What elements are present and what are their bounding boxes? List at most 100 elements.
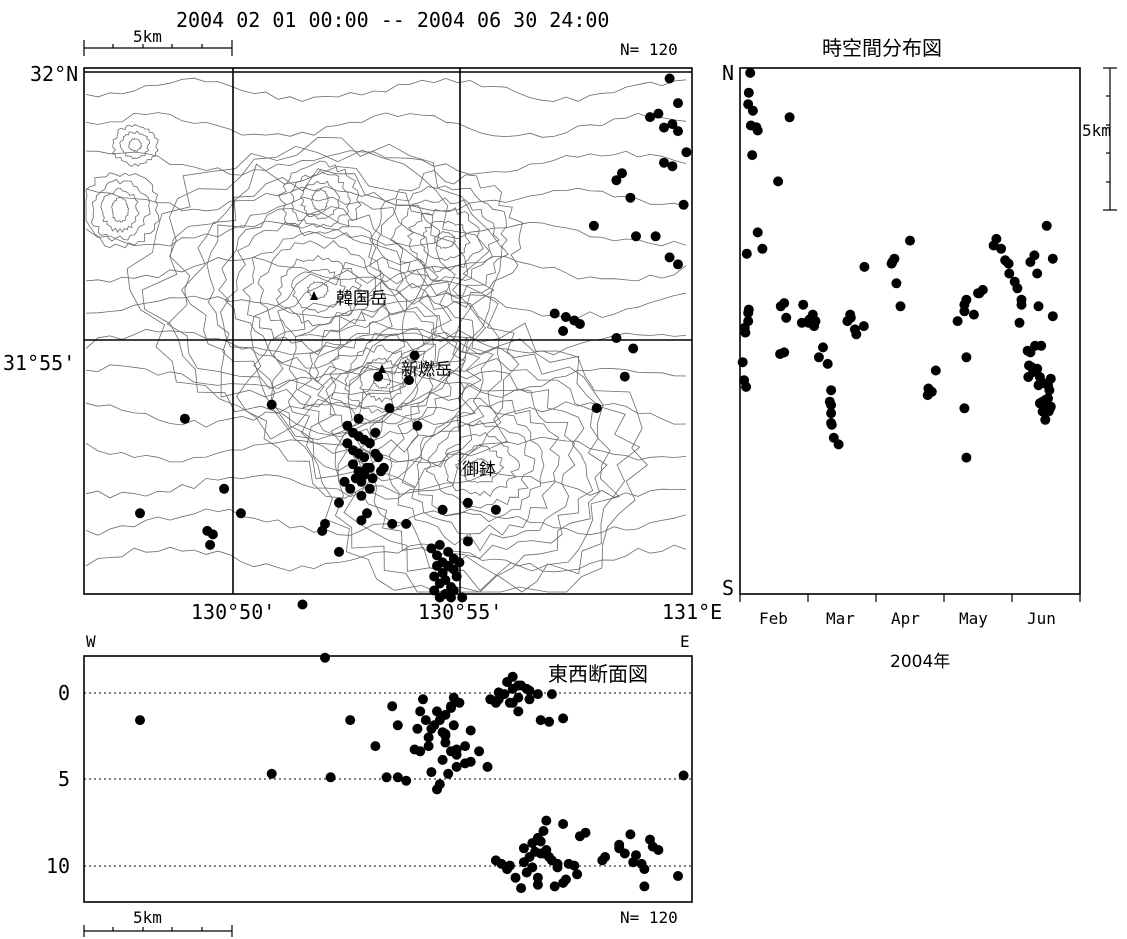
month-label-feb: Feb bbox=[759, 609, 788, 628]
contour-line bbox=[128, 138, 143, 152]
spacetime-point bbox=[1036, 340, 1047, 351]
hypocenter-point bbox=[418, 694, 428, 705]
epicenter-point bbox=[448, 585, 459, 596]
contour-line bbox=[90, 178, 151, 242]
epicenter-point bbox=[266, 399, 277, 410]
hypocenter-point bbox=[474, 746, 485, 757]
epicenter-point bbox=[359, 452, 370, 463]
epicenter-point bbox=[611, 175, 622, 186]
epicenter-point bbox=[356, 515, 367, 526]
spacetime-point bbox=[741, 248, 752, 259]
hypocenter-point bbox=[532, 689, 543, 700]
spacetime-frame bbox=[739, 67, 1081, 595]
contour-line bbox=[85, 186, 687, 212]
spacetime-point bbox=[1043, 393, 1053, 404]
spacetime-point bbox=[1045, 373, 1056, 384]
epicenter-point bbox=[667, 119, 678, 130]
hypocenter-point bbox=[392, 720, 403, 731]
hypocenter-point bbox=[678, 770, 689, 781]
contour-line bbox=[85, 220, 687, 247]
contour-line bbox=[376, 185, 509, 297]
epicenter-point bbox=[673, 259, 683, 270]
hypocenter-point bbox=[673, 871, 683, 881]
contour-line bbox=[166, 163, 472, 426]
spacetime-point bbox=[741, 381, 752, 392]
peak-label-ohachi: 御鉢 bbox=[462, 460, 496, 480]
contour-line bbox=[111, 124, 159, 167]
hypocenter-point bbox=[446, 701, 456, 712]
hypocenter-point bbox=[544, 852, 555, 862]
epicenter-point bbox=[373, 452, 384, 463]
spacetime-point bbox=[1041, 220, 1052, 231]
contour-line bbox=[85, 112, 687, 138]
epicenter-point bbox=[611, 333, 622, 343]
hypocenter-point bbox=[631, 850, 641, 861]
spacetime-point bbox=[747, 150, 758, 161]
spacetime-month-ticks bbox=[739, 594, 1081, 602]
spacetime-point bbox=[826, 400, 837, 410]
spacetime-point bbox=[813, 352, 824, 363]
hypocenter-point bbox=[440, 730, 451, 741]
section-scale-label: 5km bbox=[133, 908, 162, 927]
spacetime-point bbox=[1044, 385, 1055, 396]
epicenter-point bbox=[588, 220, 599, 231]
spacetime-point bbox=[1040, 414, 1051, 425]
map-frame bbox=[83, 67, 693, 595]
contour-line bbox=[296, 304, 466, 454]
month-label-may: May bbox=[959, 609, 988, 628]
spacetime-point bbox=[747, 105, 758, 116]
epicenter-point bbox=[297, 599, 308, 610]
epicenter-point bbox=[219, 483, 230, 494]
hypocenter-point bbox=[504, 697, 515, 708]
spacetime-point bbox=[851, 329, 862, 340]
spacetime-point bbox=[891, 278, 902, 289]
contour-line bbox=[85, 172, 160, 249]
spacetime-title: 時空間分布図 bbox=[822, 36, 942, 60]
epicenter-point bbox=[457, 592, 468, 603]
hypocenter-point bbox=[465, 725, 476, 736]
contour-line bbox=[433, 231, 457, 249]
contour-line bbox=[111, 196, 130, 223]
spacetime-point bbox=[1045, 403, 1056, 414]
hypocenter-point bbox=[485, 694, 496, 705]
spacetime-point bbox=[959, 306, 970, 317]
epicenter-point bbox=[409, 350, 420, 361]
hypocenter-point bbox=[572, 869, 583, 880]
hypocenter-point bbox=[135, 715, 145, 726]
epicenter-point bbox=[437, 504, 448, 515]
spacetime-point bbox=[757, 243, 768, 254]
epicenter-point bbox=[619, 371, 630, 382]
contour-line bbox=[257, 240, 377, 338]
topographic-contours bbox=[85, 77, 687, 593]
lon-label-131: 131°E bbox=[662, 600, 722, 624]
spacetime-point bbox=[1034, 372, 1045, 382]
spacetime-point bbox=[773, 176, 784, 187]
spacetime-point bbox=[743, 307, 754, 318]
contour-line bbox=[356, 358, 608, 577]
epicenter-point bbox=[673, 98, 683, 109]
epicenter-point bbox=[404, 375, 414, 386]
epicenter-point bbox=[659, 122, 669, 133]
hypocenter-point bbox=[639, 881, 650, 892]
hypocenter-point bbox=[653, 845, 664, 855]
section-title: 東西断面図 bbox=[548, 662, 648, 686]
spacetime-point bbox=[826, 419, 837, 430]
epicenter-point bbox=[179, 413, 190, 424]
hypocenter-point bbox=[370, 741, 381, 752]
hypocenter-point bbox=[538, 826, 549, 836]
period-title: 2004 02 01 00:00 -- 2004 06 30 24:00 bbox=[176, 8, 609, 32]
hypocenter-point bbox=[614, 843, 625, 854]
contour-line bbox=[206, 196, 439, 391]
epicenter-point bbox=[334, 497, 344, 508]
map-scale-label: 5km bbox=[133, 27, 162, 46]
spacetime-point bbox=[752, 227, 763, 238]
epicenter-point bbox=[205, 539, 216, 550]
hypocenter-point bbox=[532, 872, 543, 883]
section-east-label: E bbox=[680, 632, 690, 651]
spacetime-point bbox=[930, 365, 941, 376]
spacetime-point bbox=[1016, 299, 1027, 310]
epicenter-point bbox=[659, 157, 669, 168]
contour-line bbox=[334, 342, 620, 592]
spacetime-year-label: 2004年 bbox=[890, 652, 950, 672]
